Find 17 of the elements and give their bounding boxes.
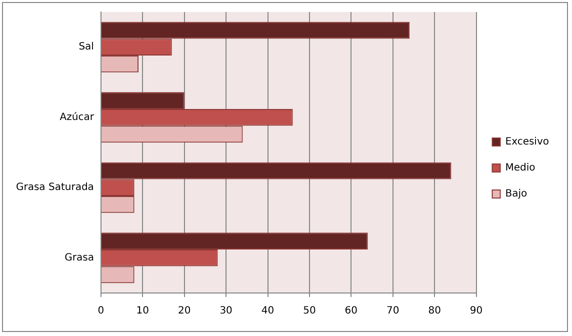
x-tick-label: 20 (178, 306, 191, 317)
x-tick-label: 60 (344, 306, 358, 317)
x-tick-label: 40 (261, 306, 274, 317)
x-tick-label: 0 (98, 306, 104, 317)
y-tick-label: Azúcar (60, 112, 95, 123)
x-tick-label: 10 (136, 306, 150, 317)
legend-label: Excesivo (505, 136, 550, 148)
x-tick-label: 70 (386, 306, 400, 317)
x-tick-label: 90 (470, 306, 483, 317)
legend-label: Bajo (505, 188, 528, 200)
y-tick-label: Sal (78, 42, 94, 53)
x-tick-label: 50 (303, 306, 316, 317)
legend-label: Medio (505, 162, 536, 174)
y-tick-label: Grasa (64, 252, 94, 264)
y-tick-label: Grasa Saturada (16, 182, 94, 194)
x-tick-label: 30 (220, 306, 232, 317)
x-tick-label: 80 (428, 306, 441, 317)
